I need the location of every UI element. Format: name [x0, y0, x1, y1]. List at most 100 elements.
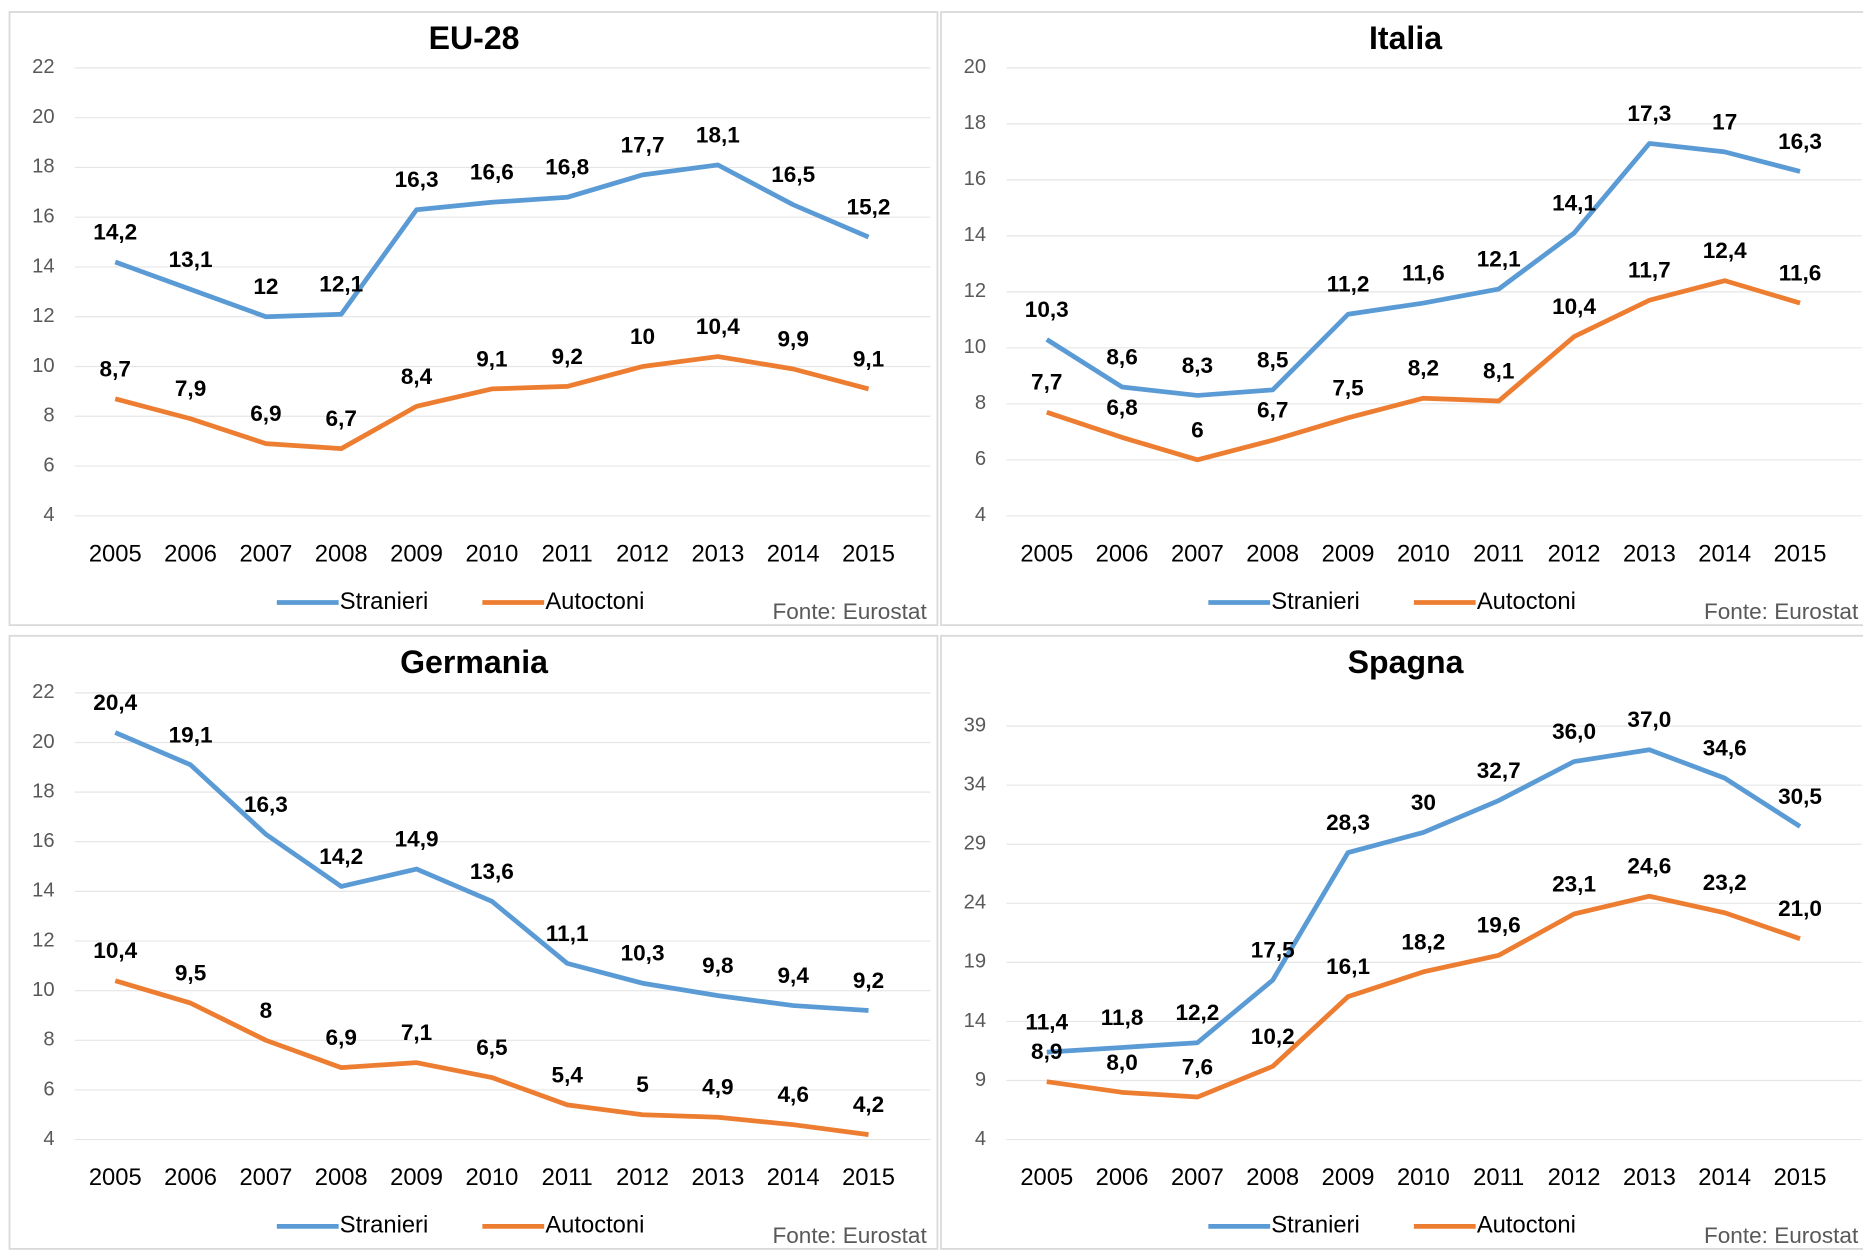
data-label: 14,2	[319, 844, 363, 869]
data-label: 8,9	[1031, 1039, 1062, 1064]
x-tick-label: 2011	[1473, 540, 1524, 567]
source-note: Fonte: Eurostat	[1704, 599, 1859, 624]
data-label: 7,6	[1182, 1055, 1213, 1080]
data-label: 6,9	[250, 401, 281, 426]
data-label: 8,2	[1408, 356, 1439, 381]
data-label: 11,6	[1779, 261, 1822, 286]
data-label: 19,1	[169, 722, 213, 747]
x-tick-label: 2006	[1096, 1164, 1149, 1191]
x-tick-label: 2012	[616, 1164, 669, 1191]
y-tick-label: 6	[43, 454, 54, 476]
data-label: 10	[630, 324, 655, 349]
y-tick-label: 14	[32, 880, 54, 902]
data-label: 20,4	[93, 690, 137, 715]
data-label: 12	[253, 274, 278, 299]
y-tick-label: 18	[32, 780, 54, 802]
legend-label: Stranieri	[340, 1212, 428, 1239]
data-label: 9,2	[552, 344, 583, 369]
y-tick-label: 6	[975, 448, 986, 470]
y-tick-label: 10	[964, 336, 986, 358]
data-label: 14,2	[93, 219, 137, 244]
x-tick-label: 2015	[1774, 540, 1827, 567]
series-line	[114, 730, 869, 1013]
chart-title: Italia	[1369, 20, 1443, 56]
data-label: 21,0	[1778, 896, 1822, 921]
data-label: 10,4	[93, 938, 137, 963]
y-tick-label: 12	[32, 929, 54, 951]
data-label: 36,0	[1552, 719, 1596, 744]
data-label: 4,2	[853, 1092, 884, 1117]
data-label: 8,4	[401, 364, 433, 389]
data-label: 24,6	[1627, 854, 1671, 879]
source-note: Fonte: Eurostat	[772, 599, 927, 624]
data-label: 11,4	[1025, 1010, 1068, 1035]
y-tick-label: 10	[32, 979, 54, 1001]
data-label: 7,1	[401, 1020, 432, 1045]
x-tick-label: 2010	[465, 1164, 518, 1191]
y-tick-label: 14	[964, 1010, 986, 1032]
x-tick-label: 2014	[767, 1164, 820, 1191]
y-tick-label: 20	[32, 106, 54, 128]
data-label: 16,1	[1326, 954, 1370, 979]
data-label: 23,1	[1552, 871, 1596, 896]
data-label: 7,5	[1332, 375, 1363, 400]
data-label: 12,1	[1477, 247, 1521, 272]
panel-border	[940, 11, 1863, 627]
x-tick-label: 2008	[315, 1164, 368, 1191]
data-label: 11,2	[1327, 272, 1370, 297]
data-label: 16,3	[1778, 129, 1822, 154]
data-label: 6,8	[1106, 395, 1137, 420]
source-note: Fonte: Eurostat	[772, 1223, 927, 1248]
data-label: 8,5	[1257, 347, 1288, 372]
data-label: 16,6	[470, 160, 514, 185]
x-tick-label: 2008	[315, 540, 368, 567]
data-label: 11,7	[1628, 258, 1671, 283]
data-label: 10,2	[1251, 1024, 1295, 1049]
y-tick-label: 8	[975, 392, 986, 414]
x-tick-label: 2005	[1020, 1164, 1073, 1191]
data-label: 8,1	[1483, 358, 1514, 383]
x-tick-label: 2014	[767, 540, 820, 567]
data-label: 8,6	[1106, 344, 1137, 369]
data-label: 18,1	[696, 122, 740, 147]
chart-title: Germania	[400, 644, 549, 680]
data-label: 6	[1191, 417, 1204, 442]
data-label: 9,8	[702, 953, 733, 978]
y-tick-label: 4	[975, 1128, 986, 1150]
data-label: 12,4	[1703, 238, 1747, 263]
chart: Italia 4 6 8 10 12 14 16 18 20 2005 2006 2007 2008 200…	[940, 11, 1863, 627]
x-tick-label: 2006	[164, 1164, 217, 1191]
data-label: 9,4	[778, 963, 810, 988]
data-label: 30,5	[1778, 784, 1822, 809]
data-label: 16,5	[771, 162, 815, 187]
data-label: 11,1	[546, 921, 589, 946]
data-label: 9,9	[778, 326, 809, 351]
chart: Germania 4 6 8 10 12 14 16 18 20 22 2005 2006 2007 200…	[8, 634, 939, 1250]
data-label: 6,5	[476, 1035, 507, 1060]
y-tick-label: 39	[964, 714, 986, 736]
data-label: 17,5	[1251, 938, 1295, 963]
data-label: 5,4	[552, 1062, 584, 1087]
chart-title: EU-28	[429, 20, 520, 56]
x-tick-label: 2006	[1096, 540, 1149, 567]
x-tick-label: 2011	[542, 1164, 593, 1191]
y-tick-label: 14	[964, 224, 986, 246]
y-tick-label: 22	[32, 56, 54, 78]
data-label: 10,4	[696, 314, 740, 339]
y-tick-label: 4	[975, 504, 986, 526]
y-tick-label: 24	[964, 892, 986, 914]
x-tick-label: 2006	[164, 540, 217, 567]
data-label: 14,9	[395, 827, 439, 852]
legend-label: Autoctoni	[1477, 588, 1576, 615]
x-tick-label: 2012	[1548, 540, 1601, 567]
y-tick-label: 20	[964, 56, 986, 78]
data-label: 28,3	[1326, 810, 1370, 835]
x-tick-label: 2007	[239, 1164, 292, 1191]
data-label: 14,1	[1552, 191, 1596, 216]
data-label: 23,2	[1703, 870, 1747, 895]
x-tick-label: 2009	[390, 1164, 443, 1191]
x-tick-label: 2007	[1171, 540, 1224, 567]
x-tick-label: 2005	[89, 540, 142, 567]
panel-border	[940, 634, 1863, 1250]
x-tick-label: 2008	[1246, 540, 1299, 567]
